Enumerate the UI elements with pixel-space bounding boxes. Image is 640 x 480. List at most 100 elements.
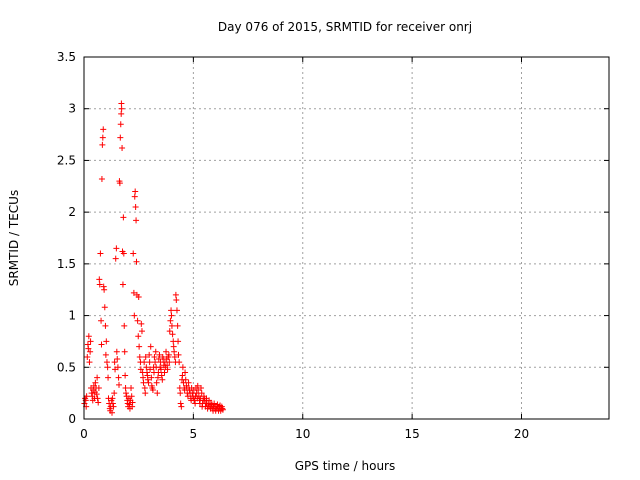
data-point — [167, 317, 174, 324]
data-point — [85, 345, 92, 352]
y-tick-label: 2 — [68, 205, 76, 219]
x-tick-label: 5 — [190, 427, 198, 441]
plot-frame — [83, 56, 610, 420]
data-point — [175, 351, 182, 358]
data-point — [118, 110, 125, 117]
data-point — [114, 364, 121, 371]
data-point — [116, 381, 122, 388]
data-point — [119, 145, 126, 152]
data-point — [155, 369, 162, 376]
data-point — [175, 338, 182, 345]
data-point — [114, 356, 121, 363]
data-point — [166, 328, 173, 335]
data-point — [170, 343, 177, 350]
data-point — [98, 341, 105, 348]
data-point — [173, 307, 180, 314]
data-point — [102, 351, 109, 358]
data-point — [132, 203, 139, 210]
data-point — [105, 374, 112, 381]
data-point — [179, 372, 186, 379]
data-point — [97, 250, 104, 257]
data-point — [185, 379, 192, 386]
data-point — [166, 359, 173, 366]
data-point — [111, 390, 118, 397]
data-point — [101, 304, 108, 311]
x-tick-label: 20 — [514, 427, 529, 441]
data-point — [143, 364, 150, 371]
data-point — [145, 379, 152, 386]
data-point — [136, 343, 143, 350]
data-point — [88, 390, 95, 397]
data-point — [109, 409, 115, 416]
data-point — [86, 359, 93, 366]
data-point — [109, 395, 116, 402]
data-point — [158, 372, 165, 379]
data-point — [142, 390, 149, 397]
y-tick-label: 0.5 — [57, 360, 76, 374]
data-point — [111, 359, 118, 366]
data-point — [92, 379, 99, 386]
data-point — [120, 214, 127, 221]
data-point — [198, 390, 205, 397]
data-point — [115, 374, 122, 381]
data-point — [151, 353, 158, 360]
x-tick-label: 10 — [295, 427, 310, 441]
data-point — [219, 405, 226, 412]
grid — [84, 57, 609, 419]
data-point — [164, 366, 171, 373]
data-point — [179, 364, 186, 371]
data-point — [122, 384, 129, 391]
data-point — [178, 403, 185, 410]
data-point — [94, 374, 101, 381]
data-point — [130, 289, 137, 296]
data-point — [101, 286, 108, 293]
data-point — [94, 395, 101, 402]
data-point — [182, 376, 189, 383]
data-point — [142, 353, 149, 360]
y-tick-label: 3 — [68, 102, 76, 116]
data-point — [161, 369, 168, 376]
data-point — [103, 359, 110, 366]
x-axis-label: GPS time / hours — [295, 459, 396, 473]
y-tick-label: 3.5 — [57, 50, 76, 64]
data-point — [152, 359, 159, 366]
data-point — [98, 176, 105, 183]
data-point — [121, 348, 128, 355]
data-point — [149, 387, 156, 394]
y-tick-label: 2.5 — [57, 153, 76, 167]
data-point — [193, 390, 200, 397]
data-point — [121, 322, 128, 329]
data-point — [128, 384, 135, 391]
data-point — [118, 100, 125, 107]
y-axis: 0 0.5 1 1.5 2 2.5 3 3.5 — [57, 50, 609, 426]
data-point — [116, 180, 123, 187]
data-point — [141, 359, 148, 366]
data-point — [129, 399, 136, 406]
data-point — [96, 276, 103, 283]
data-point — [152, 348, 159, 355]
data-point — [168, 322, 175, 329]
data-point — [95, 399, 102, 406]
series-srmtid — [81, 100, 226, 416]
data-point — [100, 126, 107, 133]
data-point — [146, 351, 153, 358]
data-point — [83, 393, 90, 400]
data-point — [104, 364, 111, 371]
data-point — [85, 333, 92, 340]
data-point — [109, 400, 116, 407]
data-point — [171, 353, 178, 360]
data-point — [219, 406, 226, 413]
data-point — [138, 320, 145, 327]
data-point — [144, 376, 151, 383]
data-point — [120, 250, 127, 257]
data-point — [133, 258, 140, 265]
data-point — [87, 338, 94, 345]
data-point — [177, 400, 184, 407]
data-point — [206, 397, 213, 404]
data-point — [84, 353, 91, 360]
data-point — [159, 376, 166, 383]
y-tick-label: 0 — [68, 412, 76, 426]
data-point — [110, 403, 117, 410]
data-point — [171, 348, 178, 355]
